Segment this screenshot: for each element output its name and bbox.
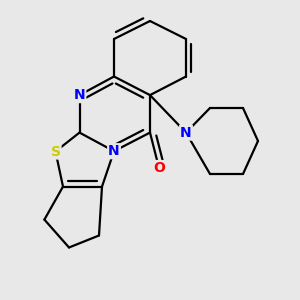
Text: S: S [50, 145, 61, 158]
Text: O: O [153, 161, 165, 175]
Text: N: N [180, 126, 192, 140]
Text: N: N [74, 88, 85, 102]
Text: N: N [108, 144, 120, 158]
